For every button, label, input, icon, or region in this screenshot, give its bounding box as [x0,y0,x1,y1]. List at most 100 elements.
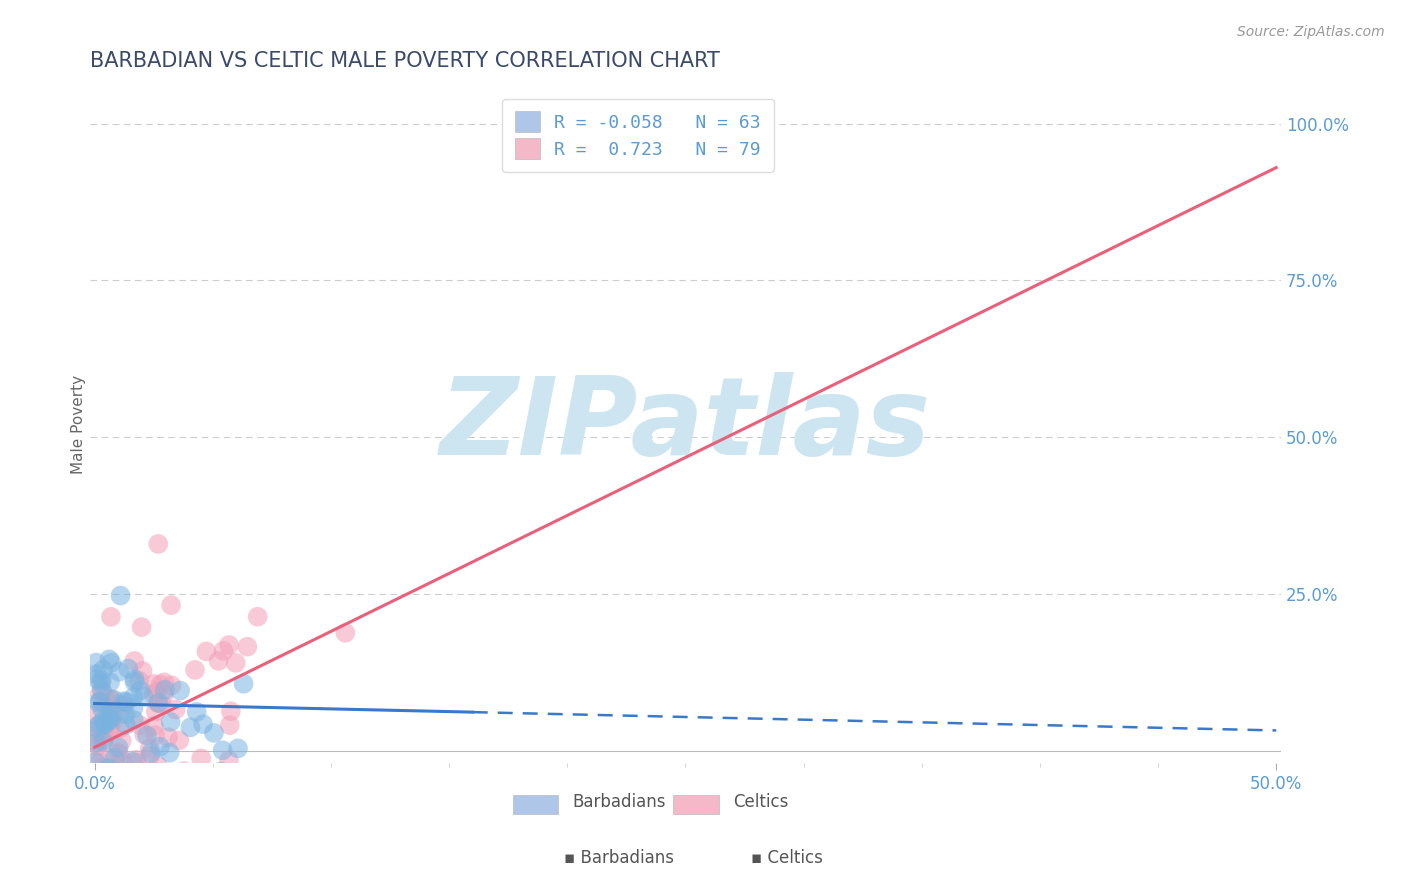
Bar [673,795,718,814]
Point [236,640,259,654]
Point [153,688,176,702]
Point [124,673,146,687]
Point [86,722,108,736]
Point [190,751,212,765]
Point [129,718,152,732]
Point [86,672,108,686]
Point [149,677,172,691]
Point [98,706,121,721]
Point [89,687,111,701]
Point [149,739,172,754]
Point [219,704,242,718]
Point [121,755,143,769]
Point [218,638,240,652]
Point [115,695,138,709]
Point [112,698,135,713]
Point [90,775,112,789]
Point [86,739,108,753]
Point [246,609,269,624]
Legend: R = -0.058   N = 63, R =  0.723   N = 79: R = -0.058 N = 63, R = 0.723 N = 79 [502,98,773,172]
Point [86,735,108,749]
Point [122,690,145,705]
Point [84,707,107,722]
Point [122,713,145,727]
Point [146,796,169,810]
Point [108,786,131,800]
Text: Celtics: Celtics [733,793,789,812]
Point [83,735,105,749]
Point [89,772,111,786]
Point [179,720,201,734]
Point [100,693,122,707]
Point [112,694,135,708]
Point [93,717,115,731]
Point [117,661,139,675]
Point [125,753,148,767]
Point [160,678,183,692]
Point [93,773,115,788]
Point [139,749,162,764]
Point [335,625,357,640]
Point [138,741,160,756]
Point [139,746,162,760]
Point [107,740,129,755]
Point [86,726,108,740]
Point [104,705,127,719]
Point [145,684,167,698]
Point [90,673,112,687]
Point [146,759,169,773]
Point [89,756,111,770]
Point [100,656,122,670]
Point [111,733,134,747]
Point [218,753,240,767]
Point [145,705,167,719]
Point [125,756,148,770]
Point [202,726,225,740]
Point [207,654,229,668]
Point [169,733,191,747]
Point [84,755,107,769]
Point [96,694,118,708]
Y-axis label: Male Poverty: Male Poverty [72,375,86,475]
Point [129,683,152,698]
Point [86,780,108,794]
Point [89,694,111,708]
Point [232,677,254,691]
Point [159,714,181,729]
Point [225,656,247,670]
Point [98,675,121,690]
Point [114,707,136,722]
Point [86,667,108,681]
Point [91,734,114,748]
Point [103,692,125,706]
Point [211,743,233,757]
Point [98,722,121,736]
Point [100,776,122,790]
Text: Barbadians: Barbadians [572,793,666,812]
Point [124,654,146,668]
Point [143,728,166,742]
Point [169,683,191,698]
Point [173,764,195,778]
Point [232,806,254,821]
Point [186,705,208,719]
Point [98,711,121,725]
Point [148,537,170,551]
Point [132,690,155,704]
Point [131,664,153,678]
Point [110,589,132,603]
Text: ▪ Celtics: ▪ Celtics [751,849,824,867]
Point [142,687,165,701]
Point [91,714,114,728]
Point [148,696,170,710]
Point [218,718,240,732]
Point [153,675,176,690]
Point [128,673,150,688]
Point [124,674,146,689]
Point [98,652,121,666]
Point [94,781,117,796]
Point [97,762,120,776]
Point [96,714,118,729]
Text: ▪ Barbadians: ▪ Barbadians [564,849,673,867]
Point [131,620,153,634]
